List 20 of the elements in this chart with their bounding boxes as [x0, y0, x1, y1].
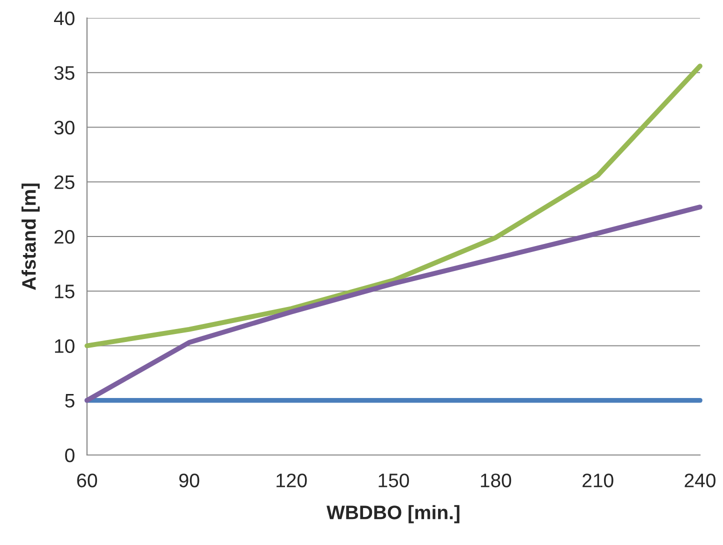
x-tick-label: 180: [480, 474, 512, 488]
y-tick-label: 5: [65, 394, 74, 408]
x-tick-label: 240: [684, 474, 716, 488]
y-tick-label: 20: [54, 230, 74, 244]
y-tick-label: 0: [65, 448, 74, 462]
line-series: [84, 64, 702, 348]
x-axis-title: WBDBO [min.]: [326, 505, 460, 524]
y-axis-title: Afstand [m]: [22, 184, 40, 290]
x-tick-label: 90: [179, 474, 200, 488]
y-tick-label: 30: [54, 120, 74, 134]
x-tick-label: 60: [77, 474, 98, 488]
y-tick-label: 10: [55, 339, 74, 353]
x-tick-label: 150: [378, 474, 409, 488]
y-tick-label: 35: [54, 66, 74, 80]
x-tick-label: 210: [582, 474, 614, 488]
y-tick-label: 15: [55, 284, 74, 298]
y-tick-label: 25: [54, 175, 74, 190]
x-tick-label: 120: [276, 474, 307, 488]
y-tick-label: 40: [54, 11, 74, 26]
line-series: [84, 204, 702, 403]
